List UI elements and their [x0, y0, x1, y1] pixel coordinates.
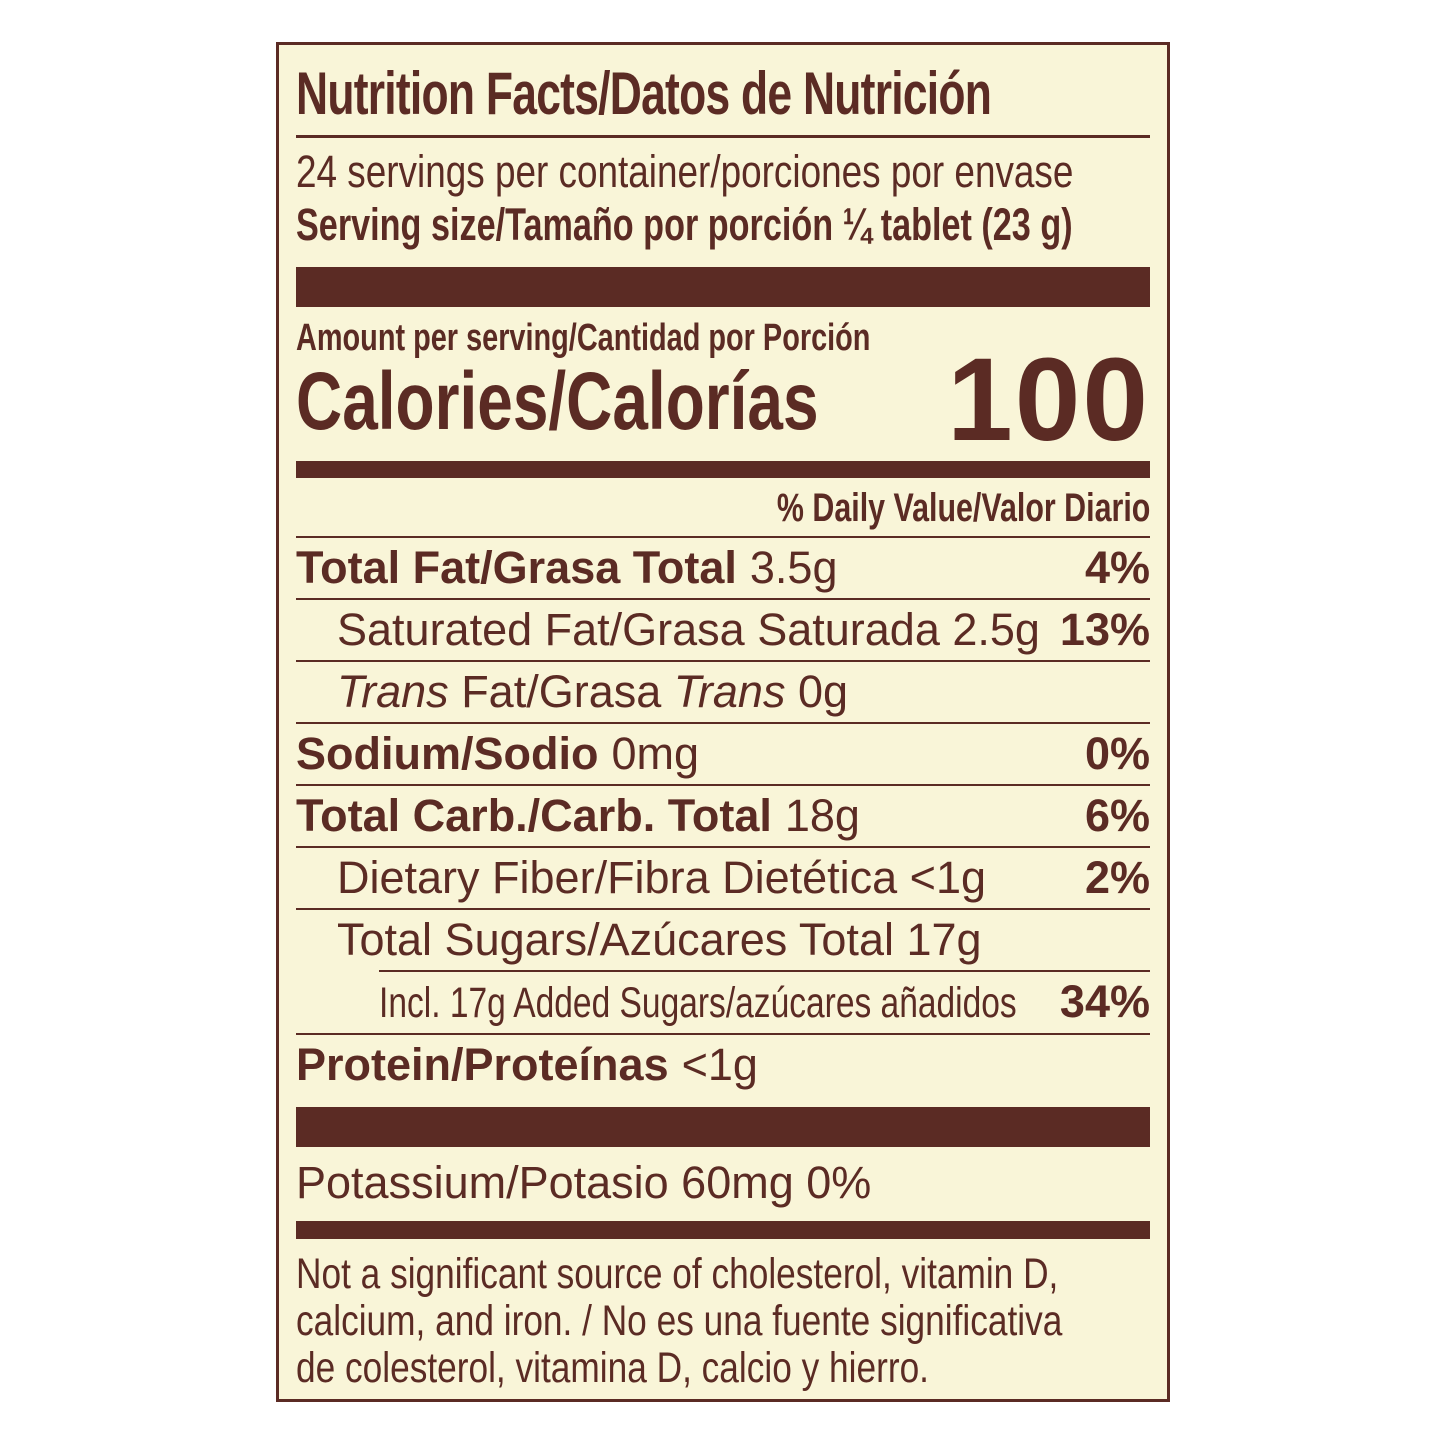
saturated-fat-dv: 13%: [1059, 604, 1150, 655]
row-dietary-fiber: Dietary Fiber/Fibra Dietética <1g 2%: [296, 848, 1150, 910]
calories-label: Calories/Calorías: [296, 356, 819, 447]
sodium-dv: 0%: [1084, 728, 1150, 779]
row-protein: Protein/Proteínas <1g: [296, 1035, 1150, 1095]
calories-value: 100: [947, 334, 1150, 466]
footnote-line-1: Not a significant source of cholesterol,…: [296, 1250, 1059, 1298]
serving-size: Serving size/Tamaño por porción ¼ tablet…: [296, 198, 1150, 251]
total-carb-dv: 6%: [1084, 790, 1150, 841]
row-total-carb: Total Carb./Carb. Total 18g 6%: [296, 786, 1150, 848]
total-carb-amount: 18g: [784, 790, 860, 841]
title-divider: [296, 135, 1150, 138]
trans-fat-mid: Fat/Grasa: [448, 666, 674, 717]
sodium-amount: 0mg: [611, 728, 700, 779]
total-fat-amount: 3.5g: [749, 542, 838, 593]
trans-fat-amount: 0g: [785, 666, 849, 717]
footnote-line-2: calcium, and iron. / No es una fuente si…: [296, 1297, 1063, 1345]
amount-per-serving-text: Amount per serving/Cantidad por Porción: [296, 317, 871, 359]
serving-size-text: Serving size/Tamaño por porción ¼ tablet…: [296, 199, 1073, 250]
added-sugars-dv: 34%: [1059, 976, 1150, 1027]
dietary-fiber-dv: 2%: [1084, 852, 1150, 903]
potassium-text: Potassium/Potasio 60mg 0%: [296, 1157, 872, 1208]
total-sugars-name: Total Sugars/Azúcares Total 17g: [337, 914, 982, 965]
daily-value-header-text: % Daily Value/Valor Diario: [776, 486, 1150, 530]
nutrition-facts-label: Nutrition Facts/Datos de Nutrición 24 se…: [276, 42, 1170, 1402]
servings-per-container-text: 24 servings per container/porciones por …: [296, 146, 1074, 197]
row-sodium: Sodium/Sodio 0mg 0%: [296, 724, 1150, 786]
trans-fat-italic-2: Trans: [673, 666, 786, 717]
saturated-fat-name: Saturated Fat/Grasa Saturada 2.5g: [337, 604, 1040, 655]
row-saturated-fat: Saturated Fat/Grasa Saturada 2.5g 13%: [296, 600, 1150, 662]
row-potassium: Potassium/Potasio 60mg 0%: [296, 1159, 1150, 1207]
row-trans-fat: Trans Fat/Grasa Trans 0g: [296, 662, 1150, 724]
rows-top-rule: [296, 536, 1150, 538]
servings-per-container: 24 servings per container/porciones por …: [296, 146, 1150, 198]
calories-row: Calories/Calorías 100: [296, 341, 1150, 459]
dietary-fiber-name: Dietary Fiber/Fibra Dietética <1g: [337, 852, 987, 903]
row-added-sugars: Incl. 17g Added Sugars/azúcares añadidos…: [296, 972, 1150, 1035]
total-carb-name: Total Carb./Carb. Total: [296, 790, 772, 841]
added-sugars-indented-rule: [379, 970, 1150, 972]
section-bar-protein: [296, 1107, 1150, 1147]
added-sugars-name: Incl. 17g Added Sugars/azúcares añadidos: [379, 979, 1017, 1027]
section-bar-top: [296, 267, 1150, 307]
amount-per-serving: Amount per serving/Cantidad por Porción: [296, 317, 1150, 359]
label-title: Nutrition Facts/Datos de Nutrición: [296, 61, 1150, 127]
section-bar-footnote: [296, 1221, 1150, 1239]
row-total-fat: Total Fat/Grasa Total 3.5g 4%: [296, 538, 1150, 600]
row-total-sugars: Total Sugars/Azúcares Total 17g: [296, 910, 1150, 970]
footnote: Not a significant source of cholesterol,…: [296, 1251, 1150, 1392]
protein-amount: <1g: [681, 1039, 758, 1090]
daily-value-header: % Daily Value/Valor Diario: [296, 486, 1150, 530]
footnote-line-3: de colesterol, vitamina D, calcio y hier…: [296, 1344, 929, 1392]
protein-name: Protein/Proteínas: [296, 1039, 669, 1090]
sodium-name: Sodium/Sodio: [296, 728, 599, 779]
total-fat-name: Total Fat/Grasa Total: [296, 542, 737, 593]
calories-divider-bar: [296, 461, 1150, 478]
trans-fat-italic-1: Trans: [337, 666, 449, 717]
total-fat-dv: 4%: [1084, 542, 1150, 593]
label-title-text: Nutrition Facts/Datos de Nutrición: [296, 60, 992, 127]
